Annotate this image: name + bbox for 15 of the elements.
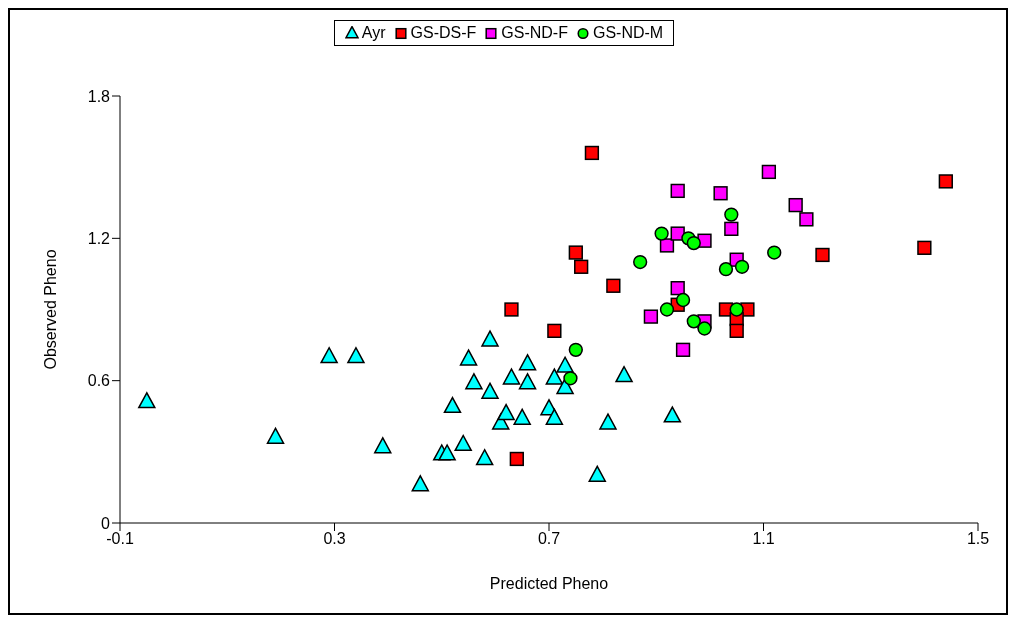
x-tick-label: -0.1	[106, 530, 134, 548]
legend-label: GS-ND-F	[501, 24, 568, 42]
legend-label: GS-DS-F	[410, 24, 477, 42]
legend-label: Ayr	[361, 24, 386, 42]
legend-label: GS-ND-M	[592, 24, 664, 42]
y-axis-title: Observed Pheno	[41, 249, 59, 370]
x-tick-label: 0.7	[537, 530, 561, 548]
y-tick-label: 0.6	[87, 372, 111, 390]
x-tick-label: 1.1	[752, 530, 775, 548]
x-axis-title: Predicted Pheno	[489, 575, 609, 592]
x-tick-label: 0.3	[323, 530, 346, 548]
y-tick-label: 0	[101, 514, 111, 532]
y-tick-label: 1.2	[87, 230, 111, 248]
y-tick-label: 1.8	[87, 87, 111, 105]
x-tick-label: 1.5	[966, 530, 990, 548]
